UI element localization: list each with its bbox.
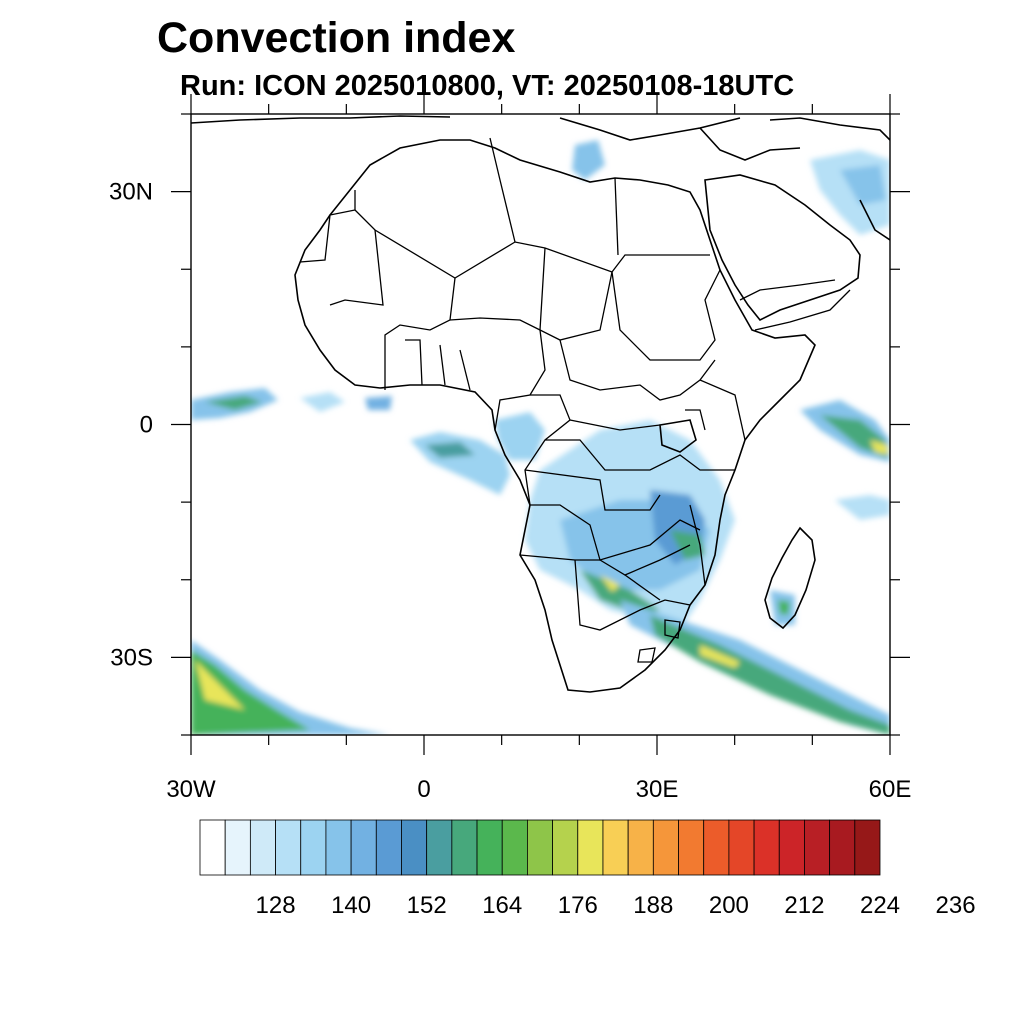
axis-ticks	[171, 94, 910, 755]
colorbar-swatch	[829, 819, 856, 876]
country-borders	[299, 137, 851, 663]
lat-tick-label: 30S	[110, 644, 153, 671]
colorbar-label: 164	[482, 892, 522, 919]
colorbar-swatch	[652, 819, 679, 876]
colorbar-label: 128	[256, 892, 296, 919]
colorbar-swatch	[451, 819, 478, 876]
colorbar-label: 224	[860, 892, 900, 919]
colorbar-swatch	[804, 819, 831, 876]
map-title: Convection index	[157, 14, 516, 62]
colorbar-swatch	[350, 819, 377, 876]
convection-field	[191, 140, 890, 735]
colorbar-swatch	[602, 819, 629, 876]
colorbar-label: 236	[936, 892, 976, 919]
lon-tick-label: 30E	[636, 776, 679, 803]
colorbar	[199, 819, 881, 876]
colorbar-swatch	[401, 819, 428, 876]
colorbar-label: 140	[331, 892, 371, 919]
colorbar-swatch	[627, 819, 654, 876]
colorbar-label: 176	[558, 892, 598, 919]
colorbar-label: 200	[709, 892, 749, 919]
colorbar-swatch	[224, 819, 251, 876]
colorbar-swatch	[552, 819, 579, 876]
colorbar-swatch	[275, 819, 302, 876]
lat-tick-label: 30N	[109, 179, 153, 206]
colorbar-swatch	[778, 819, 805, 876]
lon-tick-label: 0	[417, 776, 430, 803]
axis-tick-labels: 30N 0 30S 30W 0 30E 60E	[109, 179, 911, 803]
colorbar-label: 212	[784, 892, 824, 919]
colorbar-swatch	[753, 819, 780, 876]
colorbar-swatch	[199, 819, 226, 876]
coastlines	[191, 115, 890, 693]
colorbar-swatch	[325, 819, 352, 876]
colorbar-swatch	[375, 819, 402, 876]
colorbar-swatch	[300, 819, 327, 876]
colorbar-label: 152	[407, 892, 447, 919]
colorbar-swatch	[476, 819, 503, 876]
map-subtitle: Run: ICON 2025010800, VT: 20250108-18UTC	[180, 70, 795, 102]
colorbar-swatch	[728, 819, 755, 876]
colorbar-swatch	[426, 819, 453, 876]
colorbar-swatch	[249, 819, 276, 876]
colorbar-label: 188	[633, 892, 673, 919]
colorbar-swatch	[527, 819, 553, 876]
colorbar-swatch	[854, 819, 881, 876]
colorbar-swatch	[577, 819, 604, 876]
lon-tick-label: 60E	[869, 776, 912, 803]
lon-tick-label: 30W	[166, 776, 216, 803]
colorbar-labels: 128 140 152 164 176 188 200 212 224 236	[256, 892, 976, 919]
colorbar-swatch	[703, 819, 730, 876]
colorbar-swatch	[678, 819, 705, 876]
map-frame	[190, 113, 891, 736]
colorbar-swatch	[501, 819, 528, 876]
lat-tick-label: 0	[140, 412, 153, 439]
